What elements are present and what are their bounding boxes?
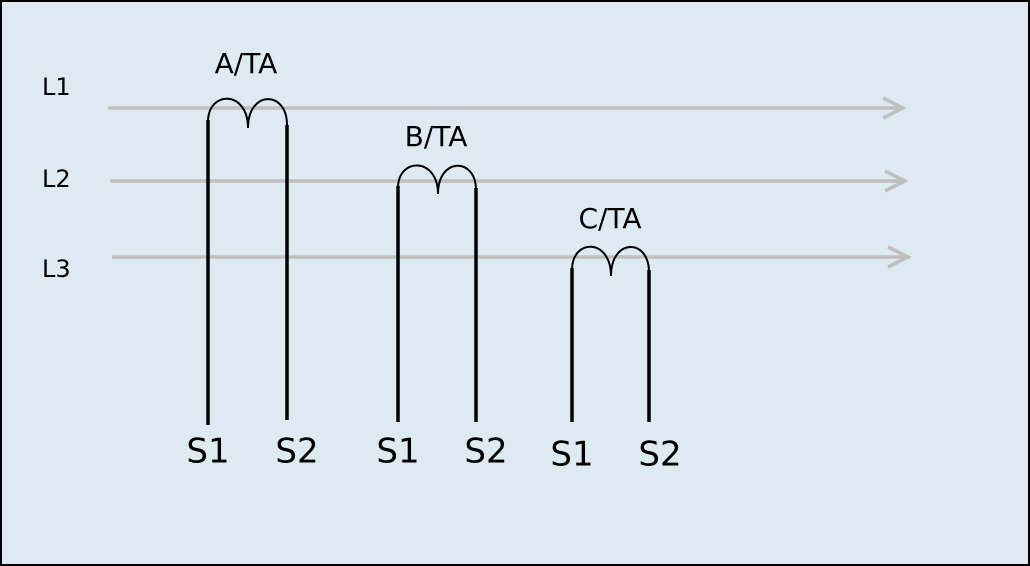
transformer-label: B/TA — [405, 120, 468, 153]
terminal-label: S1 — [550, 435, 593, 475]
conductor — [108, 96, 907, 120]
transformer-label: C/TA — [578, 202, 641, 235]
conductor — [110, 169, 909, 193]
line-label: L1 — [42, 73, 71, 101]
line-label: L3 — [42, 255, 71, 283]
terminal-label: S2 — [464, 432, 507, 472]
terminal-label: S1 — [376, 432, 419, 472]
transformer-label: A/TA — [215, 47, 278, 80]
current-transformer — [570, 245, 651, 422]
terminal-label: S1 — [186, 432, 229, 472]
terminal-label: S2 — [275, 432, 318, 472]
current-transformer — [396, 164, 478, 422]
line-label: L2 — [42, 165, 71, 193]
terminal-label: S2 — [638, 435, 681, 475]
current-transformer — [206, 97, 289, 425]
conductor — [112, 245, 912, 269]
